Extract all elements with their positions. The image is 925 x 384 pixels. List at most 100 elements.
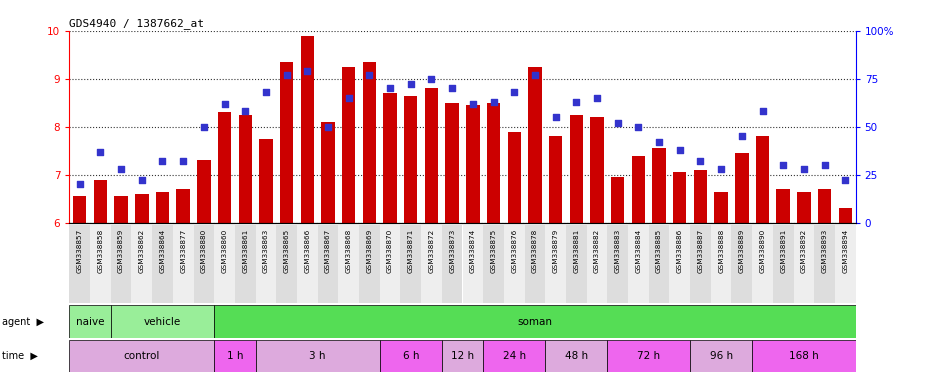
Bar: [69, 225, 90, 303]
Bar: [648, 225, 670, 303]
Bar: [69, 340, 215, 372]
Bar: [835, 225, 856, 303]
Bar: [566, 225, 586, 303]
Text: GSM338882: GSM338882: [594, 228, 600, 273]
Bar: [90, 225, 111, 303]
Bar: [446, 103, 459, 223]
Text: GSM338894: GSM338894: [843, 228, 848, 273]
Point: [362, 72, 376, 78]
Bar: [297, 225, 317, 303]
Point: [196, 124, 211, 130]
Bar: [504, 225, 524, 303]
Text: GSM338864: GSM338864: [159, 228, 166, 273]
Bar: [383, 93, 397, 223]
Bar: [752, 340, 856, 372]
Text: GSM338858: GSM338858: [97, 228, 104, 273]
Text: 6 h: 6 h: [402, 351, 419, 361]
Point: [258, 89, 274, 95]
Bar: [301, 36, 314, 223]
Bar: [359, 225, 380, 303]
Text: GSM338868: GSM338868: [346, 228, 352, 273]
Point: [527, 72, 542, 78]
Point: [776, 162, 791, 168]
Text: GSM338890: GSM338890: [759, 228, 766, 273]
Text: 96 h: 96 h: [709, 351, 733, 361]
Text: GSM338861: GSM338861: [242, 228, 248, 273]
Text: GSM338869: GSM338869: [366, 228, 373, 273]
Bar: [714, 192, 728, 223]
Text: GSM338865: GSM338865: [284, 228, 290, 273]
Text: soman: soman: [517, 316, 552, 327]
Point: [569, 99, 584, 105]
Bar: [487, 103, 500, 223]
Bar: [673, 172, 686, 223]
Point: [651, 139, 666, 145]
Point: [672, 147, 687, 153]
Bar: [111, 225, 131, 303]
Bar: [608, 225, 628, 303]
Bar: [317, 225, 339, 303]
Text: GSM338888: GSM338888: [718, 228, 724, 273]
Bar: [155, 192, 169, 223]
Text: GSM338860: GSM338860: [222, 228, 228, 273]
Text: GSM338878: GSM338878: [532, 228, 538, 273]
Bar: [197, 161, 211, 223]
Point: [693, 158, 708, 164]
Bar: [115, 196, 128, 223]
Text: GSM338877: GSM338877: [180, 228, 186, 273]
Text: 168 h: 168 h: [789, 351, 819, 361]
Bar: [652, 148, 666, 223]
Point: [631, 124, 646, 130]
Bar: [756, 136, 770, 223]
Bar: [215, 225, 235, 303]
Text: GSM338887: GSM338887: [697, 228, 703, 273]
Bar: [752, 225, 773, 303]
Point: [238, 108, 253, 114]
Bar: [259, 139, 273, 223]
Bar: [69, 305, 111, 338]
Point: [755, 108, 770, 114]
Bar: [528, 67, 542, 223]
Point: [72, 181, 87, 187]
Bar: [818, 189, 832, 223]
Text: GSM338863: GSM338863: [263, 228, 269, 273]
Bar: [421, 225, 442, 303]
Text: 24 h: 24 h: [502, 351, 525, 361]
Bar: [776, 189, 790, 223]
Text: 48 h: 48 h: [565, 351, 588, 361]
Bar: [735, 153, 748, 223]
Text: GSM338867: GSM338867: [325, 228, 331, 273]
Text: GSM338857: GSM338857: [77, 228, 82, 273]
Text: vehicle: vehicle: [144, 316, 181, 327]
Text: GSM338892: GSM338892: [801, 228, 807, 273]
Text: GSM338884: GSM338884: [635, 228, 641, 273]
Bar: [235, 225, 255, 303]
Bar: [586, 225, 608, 303]
Bar: [255, 340, 380, 372]
Bar: [111, 305, 215, 338]
Point: [817, 162, 832, 168]
Bar: [215, 340, 255, 372]
Bar: [732, 225, 752, 303]
Point: [279, 72, 294, 78]
Point: [734, 133, 749, 139]
Bar: [177, 189, 190, 223]
Bar: [380, 225, 401, 303]
Bar: [608, 340, 690, 372]
Point: [445, 85, 460, 91]
Bar: [839, 209, 852, 223]
Bar: [404, 96, 417, 223]
Bar: [690, 340, 752, 372]
Bar: [401, 225, 421, 303]
Bar: [280, 62, 293, 223]
Text: GSM338879: GSM338879: [552, 228, 559, 273]
Text: GSM338862: GSM338862: [139, 228, 145, 273]
Bar: [632, 156, 645, 223]
Text: GSM338871: GSM338871: [408, 228, 413, 273]
Text: GSM338876: GSM338876: [512, 228, 517, 273]
Point: [714, 166, 729, 172]
Bar: [710, 225, 732, 303]
Point: [589, 95, 604, 101]
Text: GSM338885: GSM338885: [656, 228, 662, 273]
Bar: [549, 136, 562, 223]
